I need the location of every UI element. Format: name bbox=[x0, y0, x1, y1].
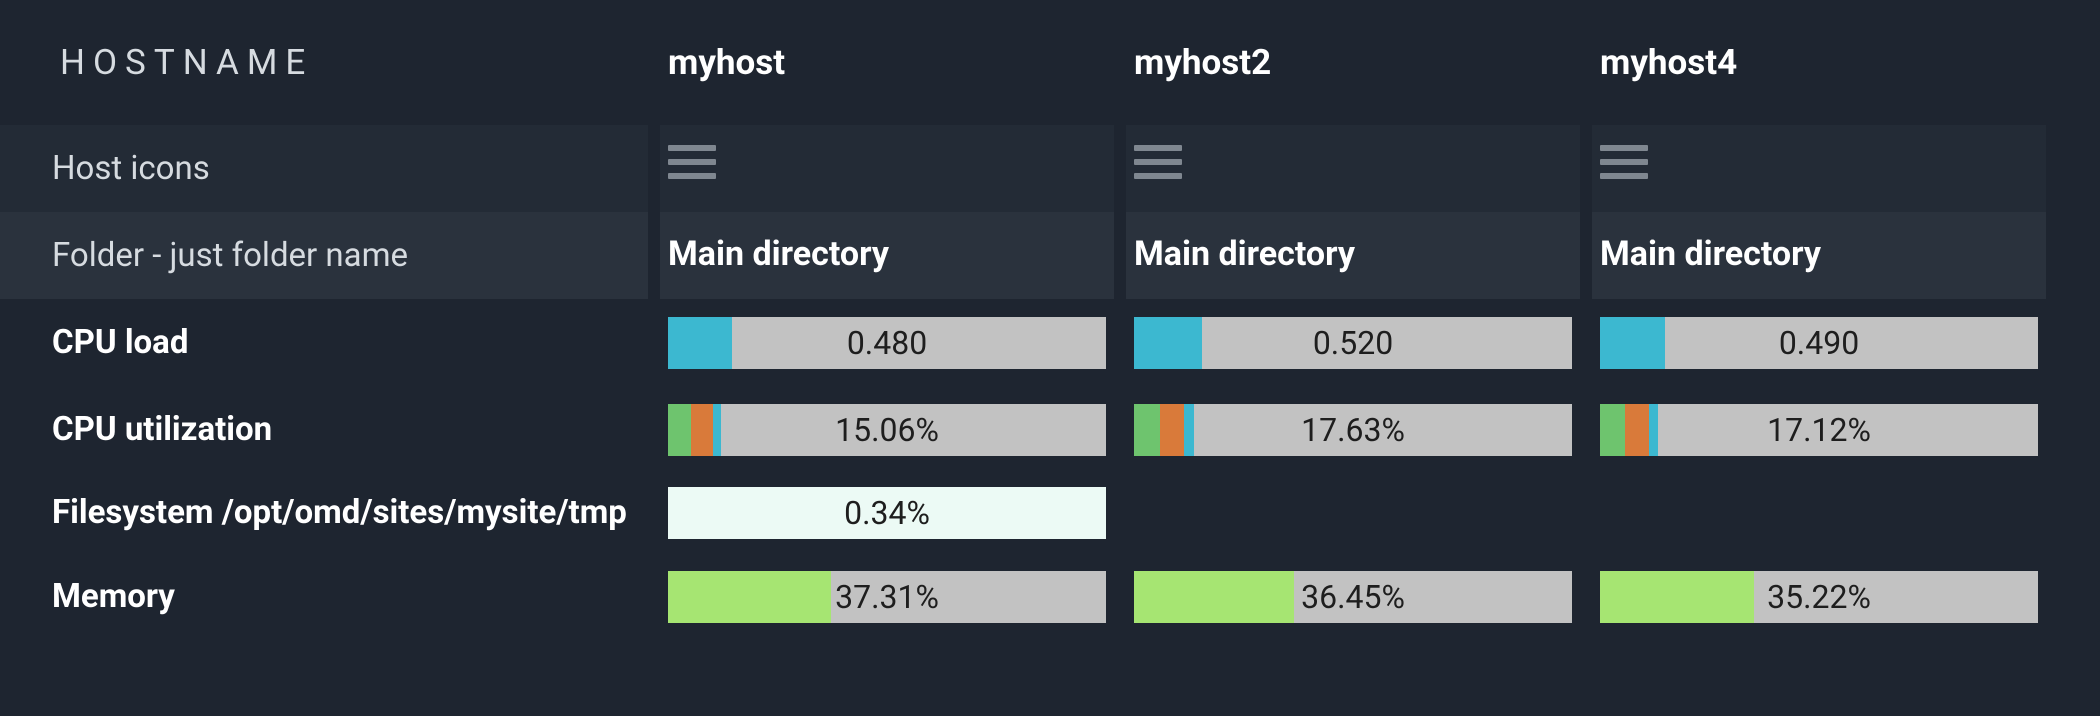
host-icons-cell-0 bbox=[660, 125, 1114, 212]
hamburger-icon[interactable] bbox=[668, 145, 716, 179]
perf-bar-value: 0.520 bbox=[1134, 317, 1572, 369]
metric-cell bbox=[1592, 473, 2046, 553]
folder-cell-1[interactable]: Main directory bbox=[1126, 212, 1580, 299]
perf-bar[interactable]: 17.63% bbox=[1134, 404, 1572, 456]
perf-bar[interactable]: 0.480 bbox=[668, 317, 1106, 369]
folder-cell-0[interactable]: Main directory bbox=[660, 212, 1114, 299]
perf-bar-value: 17.63% bbox=[1134, 404, 1572, 456]
column-header-host-1[interactable]: myhost2 bbox=[1126, 0, 1580, 125]
metric-cell: 15.06% bbox=[660, 386, 1114, 473]
perf-bar[interactable]: 0.34% bbox=[668, 487, 1106, 539]
perf-bar-value: 36.45% bbox=[1134, 571, 1572, 623]
metric-cell: 17.63% bbox=[1126, 386, 1580, 473]
metric-cell: 0.34% bbox=[660, 473, 1114, 553]
perf-bar[interactable]: 15.06% bbox=[668, 404, 1106, 456]
row-label-metric: CPU load bbox=[0, 299, 648, 386]
metric-cell: 37.31% bbox=[660, 553, 1114, 640]
hamburger-icon[interactable] bbox=[1600, 145, 1648, 179]
host-icons-cell-1 bbox=[1126, 125, 1580, 212]
perf-bar[interactable]: 37.31% bbox=[668, 571, 1106, 623]
row-label-metric: CPU utilization bbox=[0, 386, 648, 473]
row-label-host-icons: Host icons bbox=[0, 125, 648, 212]
perf-bar-value: 0.34% bbox=[668, 487, 1106, 539]
metric-cell: 0.490 bbox=[1592, 299, 2046, 386]
perf-bar[interactable]: 35.22% bbox=[1600, 571, 2038, 623]
perf-bar-value: 37.31% bbox=[668, 571, 1106, 623]
perf-bar[interactable]: 0.520 bbox=[1134, 317, 1572, 369]
row-label-folder: Folder - just folder name bbox=[0, 212, 648, 299]
metric-cell: 35.22% bbox=[1592, 553, 2046, 640]
host-icons-cell-2 bbox=[1592, 125, 2046, 212]
metric-cell: 36.45% bbox=[1126, 553, 1580, 640]
perf-bar[interactable]: 0.490 bbox=[1600, 317, 2038, 369]
metric-cell: 0.520 bbox=[1126, 299, 1580, 386]
metric-cell: 0.480 bbox=[660, 299, 1114, 386]
metric-cell: 17.12% bbox=[1592, 386, 2046, 473]
column-header-host-0[interactable]: myhost bbox=[660, 0, 1114, 125]
perf-bar-value: 0.480 bbox=[668, 317, 1106, 369]
row-label-metric: Filesystem /opt/omd/sites/mysite/tmp bbox=[0, 473, 648, 553]
perf-bar[interactable]: 36.45% bbox=[1134, 571, 1572, 623]
row-label-metric: Memory bbox=[0, 553, 648, 640]
column-header-host-2[interactable]: myhost4 bbox=[1592, 0, 2046, 125]
perf-bar-value: 17.12% bbox=[1600, 404, 2038, 456]
metric-cell bbox=[1126, 473, 1580, 553]
perf-bar-value: 0.490 bbox=[1600, 317, 2038, 369]
perf-bar-value: 15.06% bbox=[668, 404, 1106, 456]
hamburger-icon[interactable] bbox=[1134, 145, 1182, 179]
folder-cell-2[interactable]: Main directory bbox=[1592, 212, 2046, 299]
perf-bar-value: 35.22% bbox=[1600, 571, 2038, 623]
column-header-hostname: HOSTNAME bbox=[0, 0, 648, 125]
host-metrics-grid: HOSTNAME myhost myhost2 myhost4 Host ico… bbox=[0, 0, 2100, 640]
perf-bar[interactable]: 17.12% bbox=[1600, 404, 2038, 456]
